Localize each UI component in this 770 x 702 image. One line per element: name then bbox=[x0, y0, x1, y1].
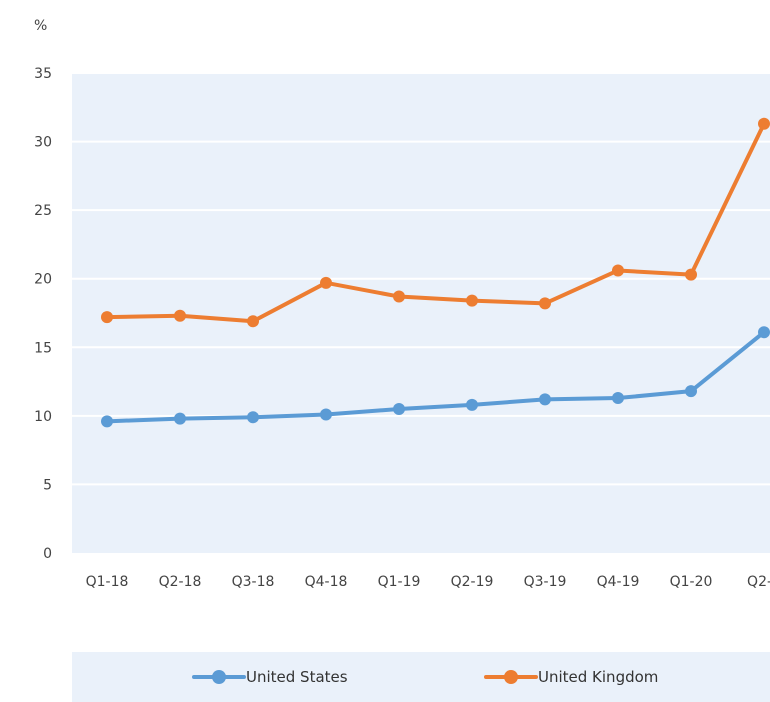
data-point-united-states bbox=[320, 408, 332, 421]
data-point-united-kingdom bbox=[539, 297, 551, 310]
x-tick-label: Q4-18 bbox=[305, 574, 348, 590]
data-point-united-kingdom bbox=[466, 294, 478, 307]
data-point-united-states bbox=[539, 393, 551, 406]
x-tick-label: Q4-19 bbox=[597, 574, 640, 590]
data-point-united-kingdom bbox=[685, 268, 697, 281]
x-tick-label: Q1-19 bbox=[378, 574, 421, 590]
y-tick-label: 30 bbox=[34, 135, 52, 151]
y-tick-label: 5 bbox=[43, 477, 52, 493]
data-point-united-kingdom bbox=[393, 290, 405, 303]
legend-label-united-kingdom: United Kingdom bbox=[538, 668, 659, 686]
y-tick-label: 0 bbox=[43, 546, 52, 562]
x-tick-label: Q1-18 bbox=[86, 574, 129, 590]
data-point-united-states bbox=[685, 385, 697, 398]
x-tick-label: Q2-19 bbox=[451, 574, 494, 590]
data-point-united-kingdom bbox=[320, 276, 332, 289]
data-point-united-states bbox=[612, 392, 624, 405]
data-point-united-kingdom bbox=[174, 309, 186, 322]
legend: United States United Kingdom bbox=[72, 652, 770, 702]
y-tick-label: 15 bbox=[34, 340, 52, 356]
data-point-united-states bbox=[758, 326, 770, 339]
data-point-united-kingdom bbox=[758, 117, 770, 130]
y-unit-label: % bbox=[34, 18, 48, 34]
x-tick-label: Q3-18 bbox=[232, 574, 275, 590]
plot-area: 0 5 10 15 20 25 30 35 Q1-18 Q2-18 Q3-18 Q4-18 Q1-19 Q… bbox=[34, 66, 770, 590]
y-tick-label: 10 bbox=[34, 409, 52, 425]
plot-background bbox=[72, 73, 770, 553]
x-tick-label: Q3-19 bbox=[524, 574, 567, 590]
data-point-united-states bbox=[174, 412, 186, 425]
legend-item-united-kingdom: United Kingdom bbox=[484, 652, 658, 702]
legend-swatch-united-states bbox=[192, 670, 246, 684]
legend-label-united-states: United States bbox=[246, 668, 348, 686]
legend-swatch-united-kingdom bbox=[484, 670, 538, 684]
data-point-united-states bbox=[247, 411, 259, 424]
x-tick-label: Q2-2 bbox=[747, 574, 770, 590]
x-tick-label: Q1-20 bbox=[670, 574, 713, 590]
data-point-united-states bbox=[101, 415, 113, 428]
legend-item-united-states: United States bbox=[192, 652, 348, 702]
data-point-united-kingdom bbox=[247, 315, 259, 328]
data-point-united-kingdom bbox=[101, 311, 113, 324]
y-tick-label: 25 bbox=[34, 203, 52, 219]
data-point-united-states bbox=[466, 398, 478, 411]
series-line-united-kingdom bbox=[105, 121, 766, 324]
series-line-united-states bbox=[105, 330, 766, 424]
data-point-united-kingdom bbox=[612, 264, 624, 277]
x-tick-label: Q2-18 bbox=[159, 574, 202, 590]
y-tick-label: 20 bbox=[34, 272, 52, 288]
y-tick-label: 35 bbox=[34, 66, 52, 82]
data-point-united-states bbox=[393, 403, 405, 415]
